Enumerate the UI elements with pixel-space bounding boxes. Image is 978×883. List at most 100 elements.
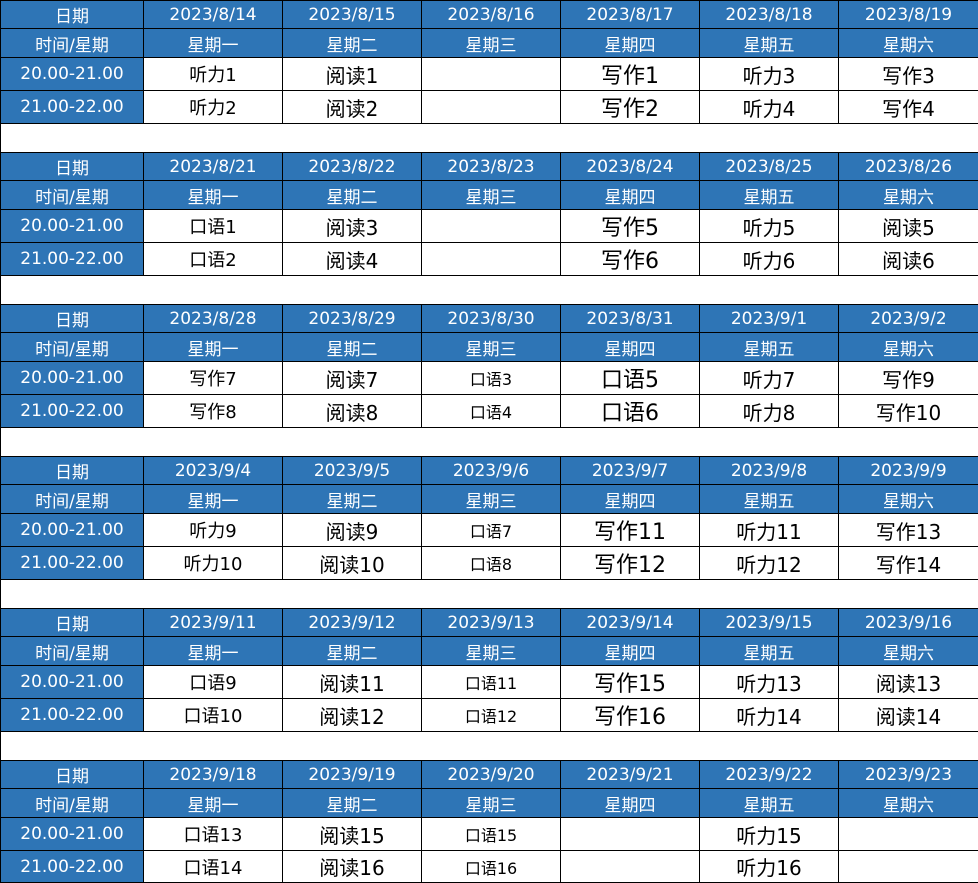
date-cell[interactable]: 2023/9/9 xyxy=(839,457,978,485)
row-label-cell[interactable]: 时间/星期 xyxy=(1,637,144,666)
lesson-cell[interactable]: 阅读4 xyxy=(283,243,422,276)
lesson-cell[interactable]: 听力2 xyxy=(144,91,283,124)
row-label-cell[interactable]: 21.00-22.00 xyxy=(1,91,144,124)
date-cell[interactable]: 2023/8/16 xyxy=(422,1,561,29)
row-label-cell[interactable]: 日期 xyxy=(1,1,144,29)
row-label-cell[interactable]: 20.00-21.00 xyxy=(1,362,144,395)
weekday-cell[interactable]: 星期二 xyxy=(283,789,422,818)
lesson-cell[interactable]: 写作5 xyxy=(561,210,700,243)
lesson-cell[interactable]: 写作7 xyxy=(144,362,283,395)
lesson-cell[interactable]: 听力13 xyxy=(700,666,839,699)
weekday-cell[interactable]: 星期五 xyxy=(700,181,839,210)
date-cell[interactable]: 2023/9/11 xyxy=(144,609,283,637)
date-cell[interactable]: 2023/8/14 xyxy=(144,1,283,29)
lesson-cell[interactable]: 写作15 xyxy=(561,666,700,699)
weekday-cell[interactable]: 星期三 xyxy=(422,333,561,362)
lesson-cell[interactable]: 口语16 xyxy=(422,851,561,883)
date-cell[interactable]: 2023/9/8 xyxy=(700,457,839,485)
weekday-cell[interactable]: 星期四 xyxy=(561,485,700,514)
row-label-cell[interactable]: 20.00-21.00 xyxy=(1,818,144,851)
spacer-cell[interactable] xyxy=(1,580,978,609)
lesson-cell[interactable]: 写作3 xyxy=(839,58,978,91)
lesson-cell[interactable]: 阅读1 xyxy=(283,58,422,91)
row-label-cell[interactable]: 21.00-22.00 xyxy=(1,243,144,276)
lesson-cell[interactable]: 阅读13 xyxy=(839,666,978,699)
row-label-cell[interactable]: 日期 xyxy=(1,761,144,789)
row-label-cell[interactable]: 时间/星期 xyxy=(1,29,144,58)
date-cell[interactable]: 2023/8/17 xyxy=(561,1,700,29)
lesson-cell[interactable]: 写作4 xyxy=(839,91,978,124)
lesson-cell[interactable]: 听力4 xyxy=(700,91,839,124)
lesson-cell[interactable]: 听力5 xyxy=(700,210,839,243)
weekday-cell[interactable]: 星期三 xyxy=(422,181,561,210)
date-cell[interactable]: 2023/8/25 xyxy=(700,153,839,181)
date-cell[interactable]: 2023/8/30 xyxy=(422,305,561,333)
lesson-cell[interactable]: 写作16 xyxy=(561,699,700,732)
date-cell[interactable]: 2023/8/15 xyxy=(283,1,422,29)
lesson-cell[interactable]: 写作1 xyxy=(561,58,700,91)
row-label-cell[interactable]: 时间/星期 xyxy=(1,789,144,818)
weekday-cell[interactable]: 星期二 xyxy=(283,29,422,58)
lesson-cell[interactable]: 口语13 xyxy=(144,818,283,851)
weekday-cell[interactable]: 星期一 xyxy=(144,29,283,58)
lesson-cell[interactable]: 听力14 xyxy=(700,699,839,732)
spacer-cell[interactable] xyxy=(1,124,978,153)
date-cell[interactable]: 2023/8/28 xyxy=(144,305,283,333)
lesson-cell[interactable]: 听力11 xyxy=(700,514,839,547)
lesson-cell[interactable]: 阅读10 xyxy=(283,547,422,580)
date-cell[interactable]: 2023/9/4 xyxy=(144,457,283,485)
weekday-cell[interactable]: 星期五 xyxy=(700,333,839,362)
lesson-cell[interactable]: 听力12 xyxy=(700,547,839,580)
row-label-cell[interactable]: 时间/星期 xyxy=(1,181,144,210)
weekday-cell[interactable]: 星期三 xyxy=(422,789,561,818)
lesson-cell[interactable]: 阅读3 xyxy=(283,210,422,243)
lesson-cell[interactable]: 写作11 xyxy=(561,514,700,547)
weekday-cell[interactable]: 星期二 xyxy=(283,181,422,210)
lesson-cell[interactable]: 阅读15 xyxy=(283,818,422,851)
lesson-cell[interactable]: 听力7 xyxy=(700,362,839,395)
lesson-cell[interactable]: 听力6 xyxy=(700,243,839,276)
lesson-cell[interactable]: 口语6 xyxy=(561,395,700,428)
lesson-cell[interactable]: 阅读7 xyxy=(283,362,422,395)
weekday-cell[interactable]: 星期二 xyxy=(283,637,422,666)
lesson-cell[interactable]: 写作2 xyxy=(561,91,700,124)
date-cell[interactable]: 2023/9/20 xyxy=(422,761,561,789)
lesson-cell[interactable]: 写作6 xyxy=(561,243,700,276)
weekday-cell[interactable]: 星期四 xyxy=(561,181,700,210)
lesson-cell[interactable]: 阅读9 xyxy=(283,514,422,547)
date-cell[interactable]: 2023/9/16 xyxy=(839,609,978,637)
lesson-cell[interactable]: 口语9 xyxy=(144,666,283,699)
spacer-cell[interactable] xyxy=(1,732,978,761)
row-label-cell[interactable]: 20.00-21.00 xyxy=(1,666,144,699)
row-label-cell[interactable]: 时间/星期 xyxy=(1,485,144,514)
lesson-cell[interactable]: 听力10 xyxy=(144,547,283,580)
weekday-cell[interactable]: 星期三 xyxy=(422,637,561,666)
weekday-cell[interactable]: 星期六 xyxy=(839,789,978,818)
weekday-cell[interactable]: 星期一 xyxy=(144,333,283,362)
weekday-cell[interactable]: 星期三 xyxy=(422,29,561,58)
date-cell[interactable]: 2023/8/19 xyxy=(839,1,978,29)
row-label-cell[interactable]: 日期 xyxy=(1,609,144,637)
date-cell[interactable]: 2023/9/1 xyxy=(700,305,839,333)
date-cell[interactable]: 2023/9/19 xyxy=(283,761,422,789)
row-label-cell[interactable]: 日期 xyxy=(1,305,144,333)
lesson-cell[interactable]: 阅读5 xyxy=(839,210,978,243)
lesson-cell[interactable]: 口语8 xyxy=(422,547,561,580)
lesson-cell[interactable]: 阅读14 xyxy=(839,699,978,732)
lesson-cell[interactable] xyxy=(422,58,561,91)
date-cell[interactable]: 2023/9/18 xyxy=(144,761,283,789)
lesson-cell[interactable]: 阅读12 xyxy=(283,699,422,732)
date-cell[interactable]: 2023/9/12 xyxy=(283,609,422,637)
row-label-cell[interactable]: 20.00-21.00 xyxy=(1,58,144,91)
lesson-cell[interactable]: 听力16 xyxy=(700,851,839,883)
date-cell[interactable]: 2023/8/23 xyxy=(422,153,561,181)
spacer-cell[interactable] xyxy=(1,276,978,305)
lesson-cell[interactable]: 听力3 xyxy=(700,58,839,91)
weekday-cell[interactable]: 星期五 xyxy=(700,485,839,514)
lesson-cell[interactable]: 口语12 xyxy=(422,699,561,732)
weekday-cell[interactable]: 星期五 xyxy=(700,789,839,818)
row-label-cell[interactable]: 21.00-22.00 xyxy=(1,851,144,883)
row-label-cell[interactable]: 20.00-21.00 xyxy=(1,210,144,243)
lesson-cell[interactable]: 阅读11 xyxy=(283,666,422,699)
row-label-cell[interactable]: 时间/星期 xyxy=(1,333,144,362)
